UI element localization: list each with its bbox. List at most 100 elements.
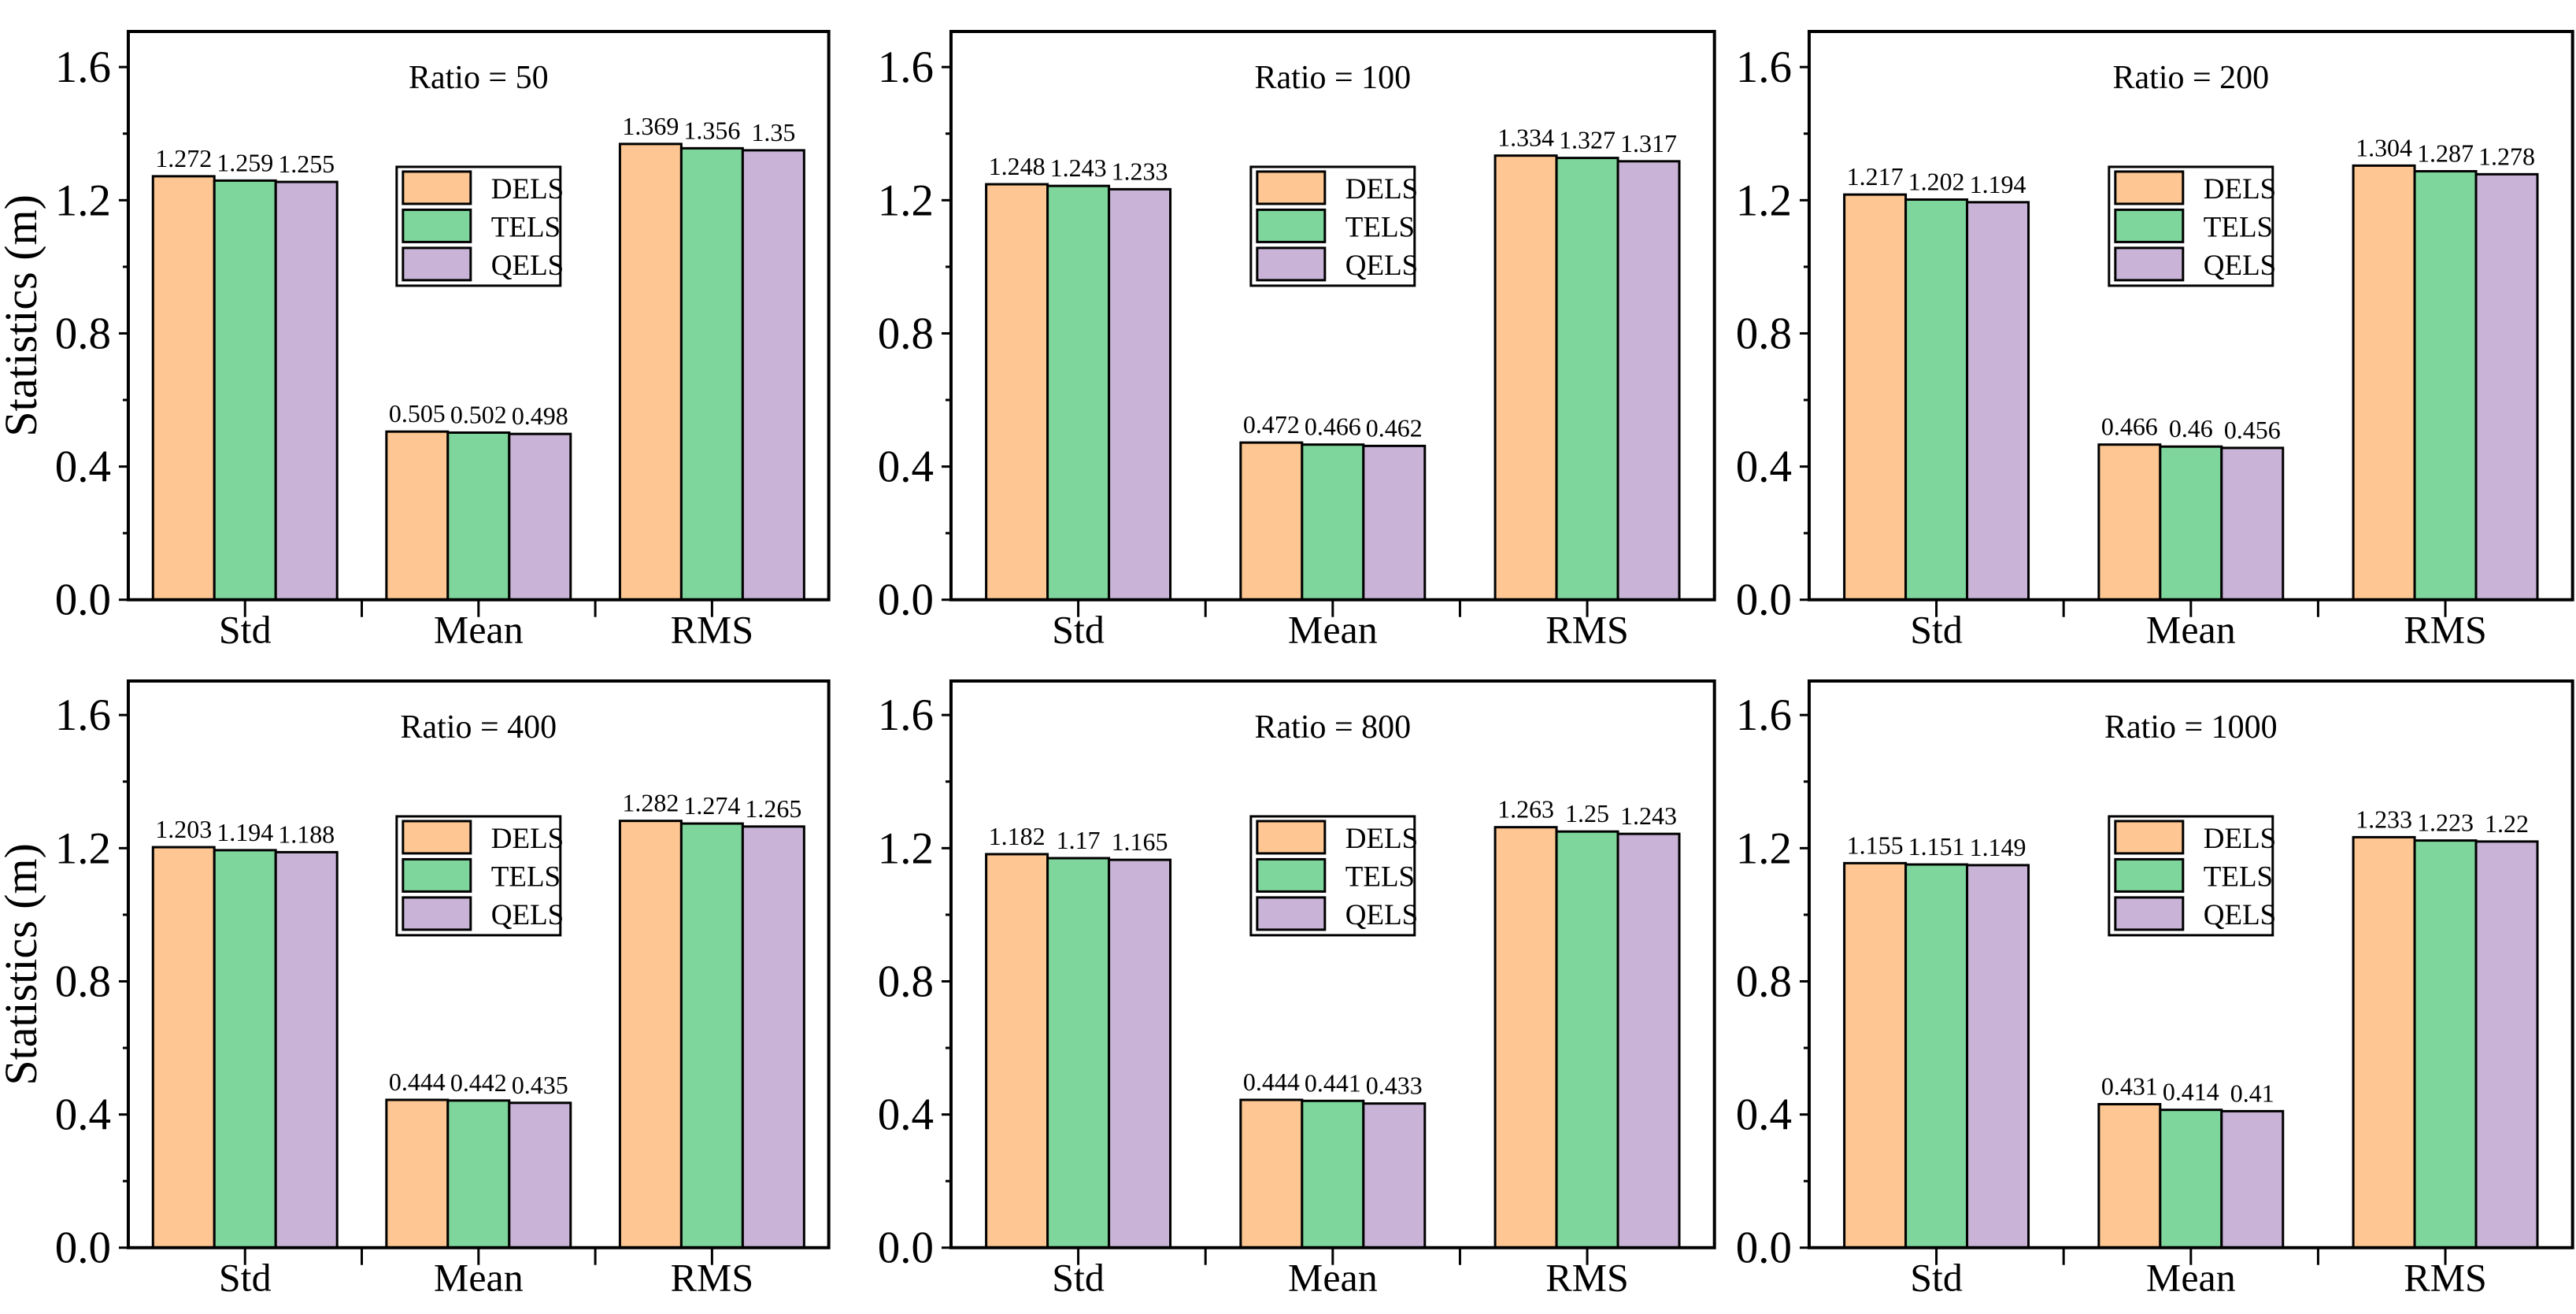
- legend-label-QELS: QELS: [2204, 249, 2276, 281]
- value-label: 0.466: [1304, 413, 1360, 441]
- legend-swatch-TELS: [1256, 857, 1326, 893]
- bar-TELS-Std: [213, 179, 277, 601]
- legend-swatch-TELS: [402, 208, 472, 243]
- bar-DELS-Mean: [2097, 443, 2162, 601]
- bar-QELS-Mean: [1361, 444, 1426, 601]
- value-label: 0.462: [1365, 413, 1422, 442]
- x-category-label: Mean: [1288, 1255, 1378, 1299]
- y-tick-label: 1.2: [55, 176, 111, 225]
- y-tick-label: 0.8: [55, 957, 111, 1006]
- value-label: 1.233: [2356, 805, 2412, 833]
- value-label: 0.444: [389, 1068, 446, 1096]
- x-category-label: RMS: [1545, 608, 1629, 652]
- value-label: 0.441: [1304, 1068, 1360, 1097]
- value-label: 1.263: [1497, 794, 1554, 823]
- value-label: 1.259: [217, 149, 273, 176]
- y-tick-label: 0.8: [877, 957, 933, 1006]
- value-label: 1.243: [1049, 154, 1106, 182]
- bar-DELS-RMS: [2352, 164, 2416, 601]
- bar-DELS-RMS: [2352, 835, 2416, 1249]
- y-tick-label: 0.4: [55, 1090, 111, 1139]
- value-label: 1.334: [1497, 124, 1554, 152]
- panel-title: Ratio = 50: [409, 60, 549, 96]
- x-category-label: Std: [1052, 1255, 1105, 1299]
- y-tick-label: 0.4: [877, 1090, 933, 1139]
- value-label: 1.255: [278, 150, 335, 178]
- panel-cell-3: 1.217 0.466 1.304 1.202 0.46 1.287 1.194 0.456 1…: [1717, 0, 2576, 657]
- x-category-label: Mean: [434, 1255, 524, 1299]
- value-label: 0.498: [512, 402, 568, 430]
- bar-QELS-Std: [1107, 858, 1171, 1249]
- value-label: 1.35: [751, 119, 795, 146]
- legend-label-QELS: QELS: [1345, 898, 1417, 931]
- x-category-label: RMS: [671, 608, 754, 652]
- value-label: 1.17: [1056, 826, 1100, 854]
- value-label: 1.182: [988, 822, 1045, 850]
- value-label: 1.272: [155, 145, 212, 172]
- bar-DELS-Std: [1843, 193, 1908, 601]
- legend-swatch-TELS: [402, 857, 472, 893]
- value-label: 1.217: [1847, 163, 1904, 191]
- value-label: 0.414: [2163, 1078, 2219, 1105]
- bar-QELS-Mean: [2220, 1109, 2285, 1249]
- y-tick-label: 0.4: [1736, 442, 1792, 492]
- bar-TELS-Mean: [1300, 443, 1364, 601]
- bar-TELS-RMS: [2413, 170, 2478, 601]
- value-label: 0.46: [2169, 415, 2213, 442]
- legend-label-DELS: DELS: [2204, 822, 2276, 854]
- value-label: 1.248: [988, 152, 1045, 180]
- bar-TELS-Std: [1904, 198, 1969, 601]
- bar-TELS-Mean: [446, 431, 511, 601]
- x-category-label: Mean: [2146, 608, 2236, 652]
- x-category-label: Std: [1911, 608, 1963, 652]
- bar-DELS-Std: [984, 853, 1049, 1249]
- y-tick-label: 0.4: [1736, 1090, 1792, 1139]
- y-tick-label: 1.2: [877, 176, 933, 225]
- value-label: 1.194: [1970, 171, 2026, 198]
- bar-DELS-RMS: [1493, 154, 1558, 601]
- value-label: 0.444: [1243, 1068, 1300, 1096]
- bar-TELS-RMS: [1555, 157, 1619, 601]
- value-label: 1.265: [745, 795, 801, 823]
- value-label: 1.278: [2478, 143, 2535, 170]
- x-category-label: Mean: [434, 608, 524, 652]
- y-tick-label: 0.4: [55, 442, 111, 492]
- y-tick-label: 0.0: [877, 576, 933, 625]
- bar-TELS-Std: [1046, 184, 1110, 601]
- value-label: 0.435: [512, 1072, 568, 1099]
- value-label: 0.502: [450, 401, 507, 428]
- y-tick-label: 1.6: [1736, 43, 1792, 92]
- bar-DELS-Mean: [2097, 1102, 2162, 1249]
- bar-TELS-RMS: [679, 822, 744, 1249]
- value-label: 1.274: [683, 792, 740, 820]
- legend-label-TELS: TELS: [1345, 210, 1414, 242]
- legend-label-QELS: QELS: [1345, 249, 1417, 281]
- bar-QELS-Std: [1107, 187, 1171, 601]
- bar-TELS-Mean: [1300, 1099, 1364, 1249]
- legend-label-DELS: DELS: [1345, 822, 1417, 854]
- y-tick-label: 1.2: [1736, 824, 1792, 873]
- legend-swatch-TELS: [2114, 857, 2185, 893]
- bar-TELS-Mean: [2159, 1108, 2223, 1249]
- legend-label-DELS: DELS: [1345, 172, 1417, 205]
- panel-title: Ratio = 1000: [2104, 709, 2278, 746]
- y-tick-label: 1.2: [1736, 176, 1792, 225]
- bar-DELS-Std: [151, 846, 216, 1249]
- y-tick-label: 0.0: [55, 576, 111, 625]
- y-tick-label: 1.6: [877, 690, 933, 740]
- legend-swatch-QELS: [1256, 246, 1326, 282]
- legend-label-TELS: TELS: [1345, 860, 1414, 892]
- value-label: 0.456: [2224, 416, 2281, 444]
- value-label: 1.22: [2485, 810, 2529, 838]
- panel-cell-4: 1.203 0.444 1.282 1.194 0.442 1.274 1.188 0.435…: [0, 657, 859, 1314]
- y-tick-label: 0.0: [55, 1223, 111, 1272]
- x-category-label: RMS: [671, 1255, 754, 1299]
- y-tick-label: 1.6: [1736, 690, 1792, 740]
- bar-QELS-Std: [1966, 864, 2030, 1249]
- legend-swatch-DELS: [1256, 170, 1326, 205]
- legend-label-TELS: TELS: [2204, 210, 2273, 242]
- x-category-label: Mean: [2146, 1255, 2236, 1299]
- legend-label-TELS: TELS: [491, 860, 561, 892]
- y-tick-label: 1.6: [55, 43, 111, 92]
- bar-DELS-Mean: [1239, 1098, 1303, 1249]
